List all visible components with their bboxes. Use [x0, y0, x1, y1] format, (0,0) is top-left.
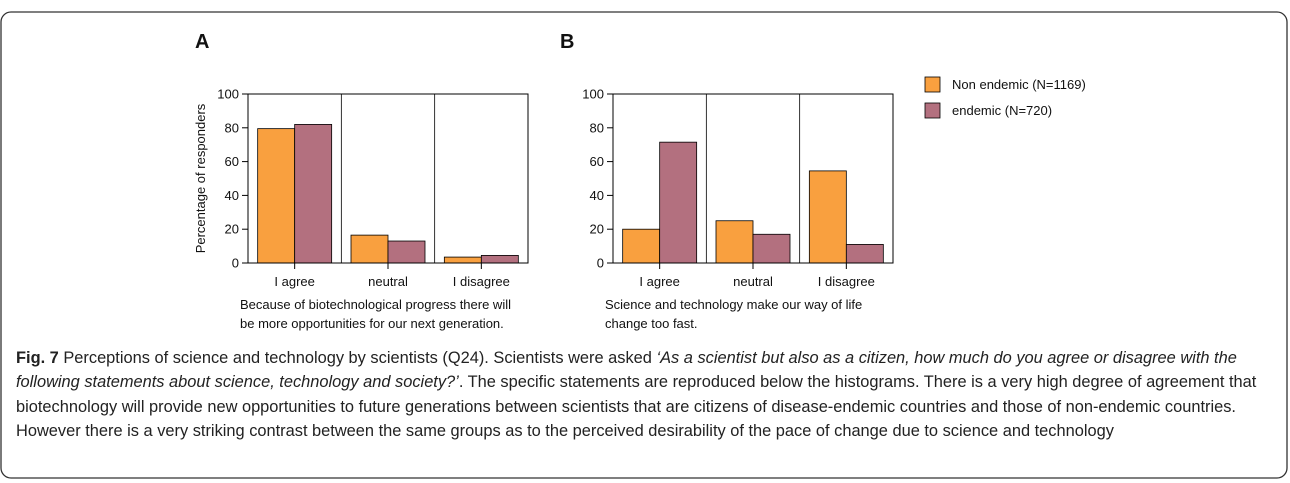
y-tick-label: 40 [225, 188, 239, 203]
y-tick-label: 60 [590, 154, 604, 169]
y-tick-label: 20 [225, 222, 239, 237]
y-tick-label: 80 [225, 120, 239, 135]
x-tick-label: I agree [639, 274, 679, 289]
caption: Fig. 7 Perceptions of science and techno… [16, 346, 1278, 443]
plot-frame [247, 93, 529, 264]
y-tick-label: 100 [217, 87, 239, 102]
y-tick-label: 20 [590, 222, 604, 237]
y-tick-label: 100 [582, 87, 604, 102]
bar [752, 233, 791, 264]
legend-swatch [924, 76, 941, 93]
frame [0, 11, 1288, 479]
statement: Science and technology make our way of l… [605, 297, 862, 312]
plot-frame [612, 93, 894, 264]
legend-label: endemic (N=720) [952, 103, 1052, 118]
bar [715, 220, 754, 264]
bar [480, 254, 519, 264]
x-tick-label: I disagree [453, 274, 510, 289]
bar [350, 234, 389, 264]
bar [294, 124, 333, 264]
x-tick-label: I disagree [818, 274, 875, 289]
caption-label: Fig. 7 [16, 349, 59, 367]
y-axis-label: Percentage of responders [193, 103, 208, 253]
y-tick-label: 80 [590, 120, 604, 135]
panel-label: A [195, 31, 209, 53]
bar [659, 141, 698, 264]
x-tick-label: neutral [368, 274, 408, 289]
y-tick-label: 0 [232, 256, 239, 271]
statement: change too fast. [605, 316, 698, 331]
caption-text: Perceptions of science and technology by… [58, 349, 657, 367]
caption-text: . The specific statements are reproduced… [16, 373, 1257, 440]
y-tick-label: 40 [590, 188, 604, 203]
x-tick-label: I agree [274, 274, 314, 289]
legend-label: Non endemic (N=1169) [952, 77, 1086, 92]
panel-label: B [560, 31, 574, 53]
bar [808, 170, 847, 264]
bar [257, 128, 296, 264]
statement: Because of biotechnological progress the… [240, 297, 511, 312]
y-tick-label: 60 [225, 154, 239, 169]
bar [845, 244, 884, 264]
statement: be more opportunities for our next gener… [240, 316, 504, 331]
bar [443, 256, 482, 264]
bar [387, 240, 426, 264]
caption-quote: ‘As a scientist but also as a citizen, h… [16, 349, 1237, 392]
x-tick-label: neutral [733, 274, 773, 289]
bar [622, 228, 661, 264]
legend-swatch [924, 102, 941, 119]
y-tick-label: 0 [597, 256, 604, 271]
